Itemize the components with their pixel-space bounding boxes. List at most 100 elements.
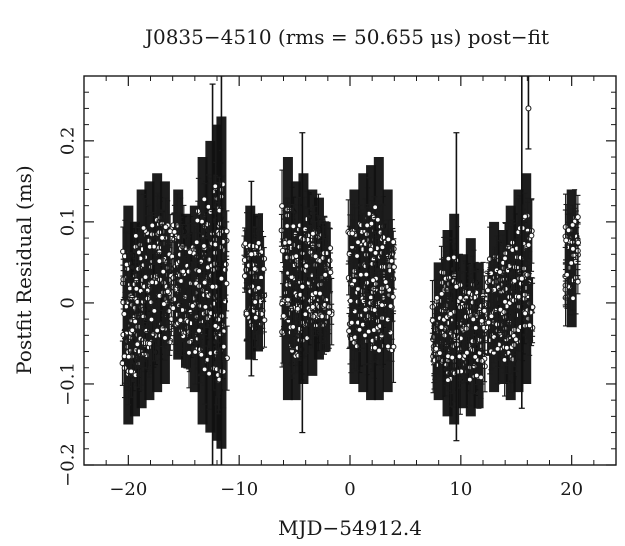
data-point xyxy=(201,196,208,203)
data-point xyxy=(355,239,361,246)
data-point xyxy=(132,318,139,325)
data-point xyxy=(162,224,169,231)
data-point xyxy=(186,349,192,356)
data-point xyxy=(294,305,301,312)
data-point xyxy=(280,313,287,319)
data-point xyxy=(436,350,443,357)
data-point xyxy=(134,341,141,348)
data-point xyxy=(201,366,208,373)
data-point xyxy=(249,283,256,290)
data-point xyxy=(286,239,293,246)
data-point xyxy=(370,277,376,284)
data-point xyxy=(388,258,395,264)
data-point xyxy=(390,294,396,300)
data-point xyxy=(356,326,363,333)
data-point xyxy=(199,218,205,225)
data-point xyxy=(177,317,184,324)
plot-area xyxy=(119,76,582,465)
data-point xyxy=(322,271,329,278)
data-point xyxy=(148,299,155,306)
data-point xyxy=(293,253,300,260)
data-point xyxy=(160,268,167,275)
data-point xyxy=(326,257,333,264)
data-point xyxy=(196,268,203,274)
data-point xyxy=(387,329,394,336)
data-point xyxy=(380,234,387,241)
data-point xyxy=(192,349,199,355)
data-point xyxy=(364,279,370,286)
data-point xyxy=(445,377,451,384)
data-point xyxy=(372,250,379,256)
data-point xyxy=(438,324,445,331)
residual-cluster xyxy=(378,189,397,393)
data-point xyxy=(378,332,385,339)
data-point xyxy=(186,249,193,256)
data-point xyxy=(433,345,440,352)
data-point xyxy=(357,271,364,278)
data-point xyxy=(354,253,360,259)
data-point xyxy=(385,236,392,243)
data-point xyxy=(242,240,249,247)
data-point xyxy=(327,269,334,276)
data-point xyxy=(243,310,250,317)
data-point xyxy=(284,254,291,261)
data-point xyxy=(374,216,381,223)
residual-cluster xyxy=(369,157,387,401)
data-point xyxy=(387,303,394,310)
data-point xyxy=(351,308,358,315)
data-point xyxy=(180,268,187,275)
data-point xyxy=(290,324,297,330)
data-point xyxy=(125,353,132,360)
data-point xyxy=(212,183,219,190)
data-point xyxy=(371,307,378,313)
data-point xyxy=(129,327,136,334)
data-point xyxy=(143,327,150,334)
data-point xyxy=(165,308,172,315)
data-point xyxy=(133,285,140,292)
data-point xyxy=(449,354,456,361)
data-point xyxy=(170,305,177,312)
data-point xyxy=(383,283,390,290)
data-point xyxy=(353,343,360,350)
data-point xyxy=(362,332,368,339)
data-point xyxy=(385,343,391,350)
data-point xyxy=(379,244,386,251)
data-point xyxy=(142,274,149,281)
data-point xyxy=(164,288,171,295)
data-point xyxy=(372,204,379,211)
data-point xyxy=(149,222,156,229)
data-point xyxy=(179,307,186,313)
data-point xyxy=(198,351,205,358)
data-point xyxy=(222,261,229,268)
data-point xyxy=(159,234,166,241)
data-point xyxy=(289,347,295,354)
data-point xyxy=(279,203,285,209)
residual-cluster xyxy=(445,213,464,425)
data-point xyxy=(252,299,259,305)
data-point xyxy=(367,246,374,253)
data-point xyxy=(128,368,135,375)
data-point xyxy=(447,310,454,317)
data-point xyxy=(196,327,202,334)
data-point xyxy=(390,239,397,245)
data-point xyxy=(363,271,370,278)
data-point xyxy=(121,311,128,317)
data-point xyxy=(362,306,369,313)
data-point xyxy=(372,344,378,351)
data-points-layer xyxy=(119,76,582,465)
data-point xyxy=(290,223,297,230)
data-point xyxy=(309,304,316,310)
data-point xyxy=(251,266,258,272)
data-point xyxy=(151,307,158,314)
data-point xyxy=(382,279,389,285)
chart-title: J0835−4510 (rms = 50.655 μs) post−fit xyxy=(143,25,549,49)
data-point xyxy=(317,290,323,297)
data-point xyxy=(194,217,201,224)
data-point xyxy=(284,223,291,229)
data-point xyxy=(223,228,230,235)
data-point xyxy=(349,230,356,237)
data-point xyxy=(241,273,248,279)
data-point xyxy=(140,225,147,231)
data-point xyxy=(302,311,309,318)
